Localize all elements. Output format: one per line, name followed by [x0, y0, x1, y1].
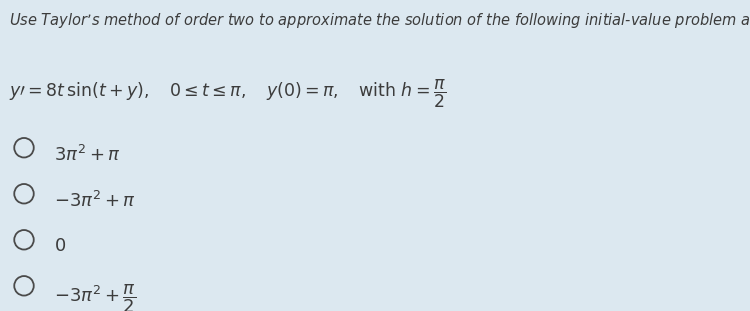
Text: $-3\pi^2 + \dfrac{\pi}{2}$: $-3\pi^2 + \dfrac{\pi}{2}$: [54, 283, 136, 311]
Text: $-3\pi^2 + \pi$: $-3\pi^2 + \pi$: [54, 191, 136, 211]
Text: $y\prime = 8t\,\sin(t + y), \quad 0 \leq t \leq \pi, \quad y(0) = \pi, \quad \te: $y\prime = 8t\,\sin(t + y), \quad 0 \leq…: [9, 78, 446, 110]
Text: Use Taylor’s method of order two to approximate the solution of the following in: Use Taylor’s method of order two to appr…: [9, 11, 750, 30]
Text: $0$: $0$: [54, 237, 66, 255]
Text: $3\pi^2 + \pi$: $3\pi^2 + \pi$: [54, 145, 121, 165]
